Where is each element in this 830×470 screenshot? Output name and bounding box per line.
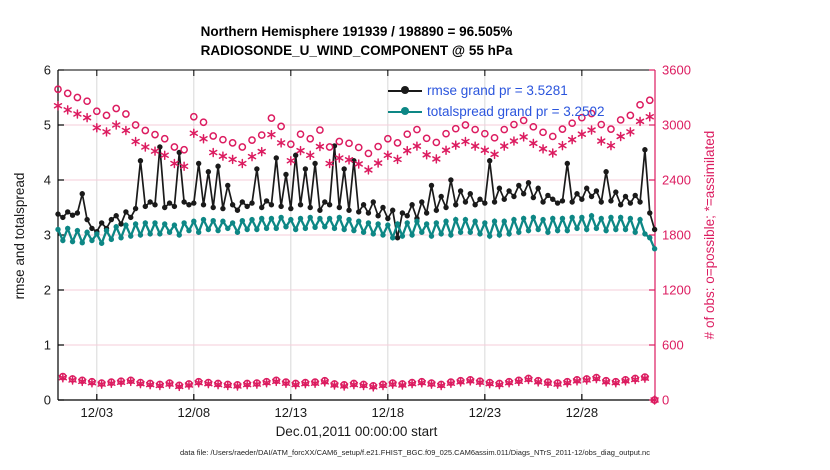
- chart-title-line2: RADIOSONDE_U_WIND_COMPONENT @ 55 hPa: [200, 43, 513, 58]
- svg-text:12/28: 12/28: [566, 405, 599, 420]
- legend-label-rmse: rmse grand pr = 3.5281: [427, 83, 568, 98]
- legend-item-totalspread: totalspread grand pr = 3.2502: [388, 101, 605, 122]
- svg-text:12/18: 12/18: [372, 405, 405, 420]
- chart-title: Northern Hemisphere 191939 / 198890 = 96…: [58, 22, 655, 60]
- svg-text:3: 3: [44, 228, 51, 243]
- svg-text:600: 600: [662, 338, 684, 353]
- svg-text:5: 5: [44, 118, 51, 133]
- svg-text:1800: 1800: [662, 228, 691, 243]
- axes-frame: [57, 69, 656, 401]
- right-axis-label: # of obs: o=possible; *=assimilated: [702, 130, 717, 340]
- svg-text:0: 0: [44, 393, 51, 408]
- svg-text:6: 6: [44, 63, 51, 78]
- series-rmse: [55, 143, 658, 241]
- rmse-line-swatch-icon: [388, 86, 422, 95]
- svg-text:3600: 3600: [662, 63, 691, 78]
- series-N_possible: [54, 85, 659, 404]
- legend-item-rmse: rmse grand pr = 3.5281: [388, 80, 605, 101]
- legend-label-totalspread: totalspread grand pr = 3.2502: [427, 104, 605, 119]
- svg-text:0: 0: [662, 393, 669, 408]
- svg-text:12/03: 12/03: [81, 405, 114, 420]
- datafile-path: data file: /Users/raeder/DAI/ATM_forcXX/…: [180, 448, 650, 457]
- left-axis-label: rmse and totalspread: [12, 172, 27, 300]
- series-totalspread: [55, 212, 658, 252]
- svg-text:3000: 3000: [662, 118, 691, 133]
- svg-text:2400: 2400: [662, 173, 691, 188]
- svg-text:12/13: 12/13: [275, 405, 308, 420]
- legend: rmse grand pr = 3.5281 totalspread grand…: [388, 80, 605, 122]
- x-axis-label: Dec.01,2011 00:00:00 start: [275, 424, 438, 439]
- svg-text:1: 1: [44, 338, 51, 353]
- svg-text:12/08: 12/08: [178, 405, 211, 420]
- totalspread-line-swatch-icon: [388, 107, 422, 116]
- chart-title-line1: Northern Hemisphere 191939 / 198890 = 96…: [200, 24, 513, 39]
- series-N_assimilated: [53, 101, 659, 405]
- svg-text:12/23: 12/23: [469, 405, 502, 420]
- svg-text:2: 2: [44, 283, 51, 298]
- svg-text:4: 4: [44, 173, 51, 188]
- svg-text:1200: 1200: [662, 283, 691, 298]
